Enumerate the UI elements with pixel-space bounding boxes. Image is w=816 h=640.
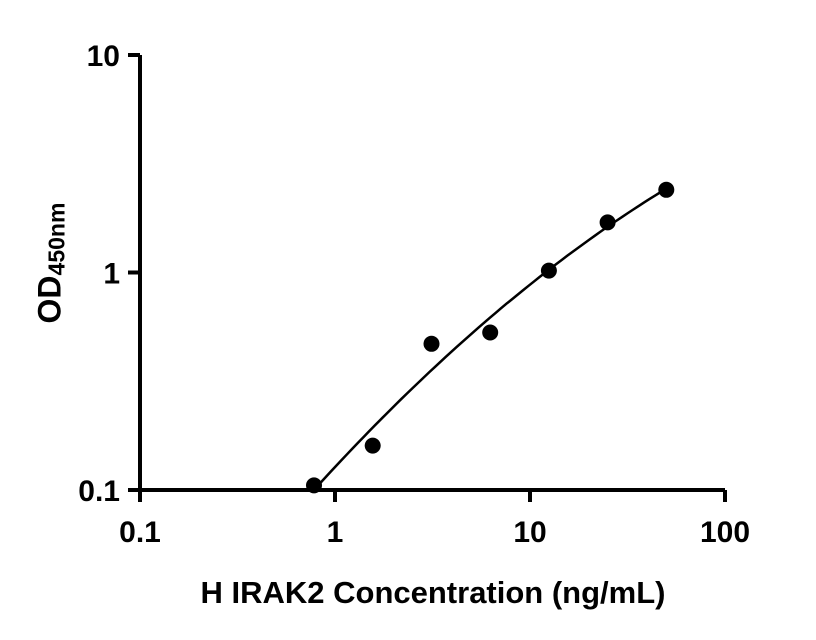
data-point [482,324,499,341]
y-axis-title: OD450nm [31,203,70,324]
y-axis-tick-label: 1 [103,258,120,291]
x-axis-tick-label: 1 [327,516,344,549]
y-axis-title-subscript: 450nm [43,202,70,276]
data-point [599,214,616,231]
y-axis-tick-label: 10 [87,40,120,73]
y-axis-title-main: OD [31,275,68,324]
data-point [306,477,322,494]
x-axis-tick-label: 100 [700,516,750,549]
data-point [364,437,381,454]
data-point [658,181,675,198]
data-point [540,262,557,279]
x-axis-tick-label: 10 [513,516,546,549]
x-axis-tick-label: 0.1 [119,516,161,549]
axis-lines [138,55,725,492]
y-axis-tick-label: 0.1 [78,475,120,508]
data-point [423,335,440,352]
x-axis-title: H IRAK2 Concentration (ng/mL) [200,575,666,610]
